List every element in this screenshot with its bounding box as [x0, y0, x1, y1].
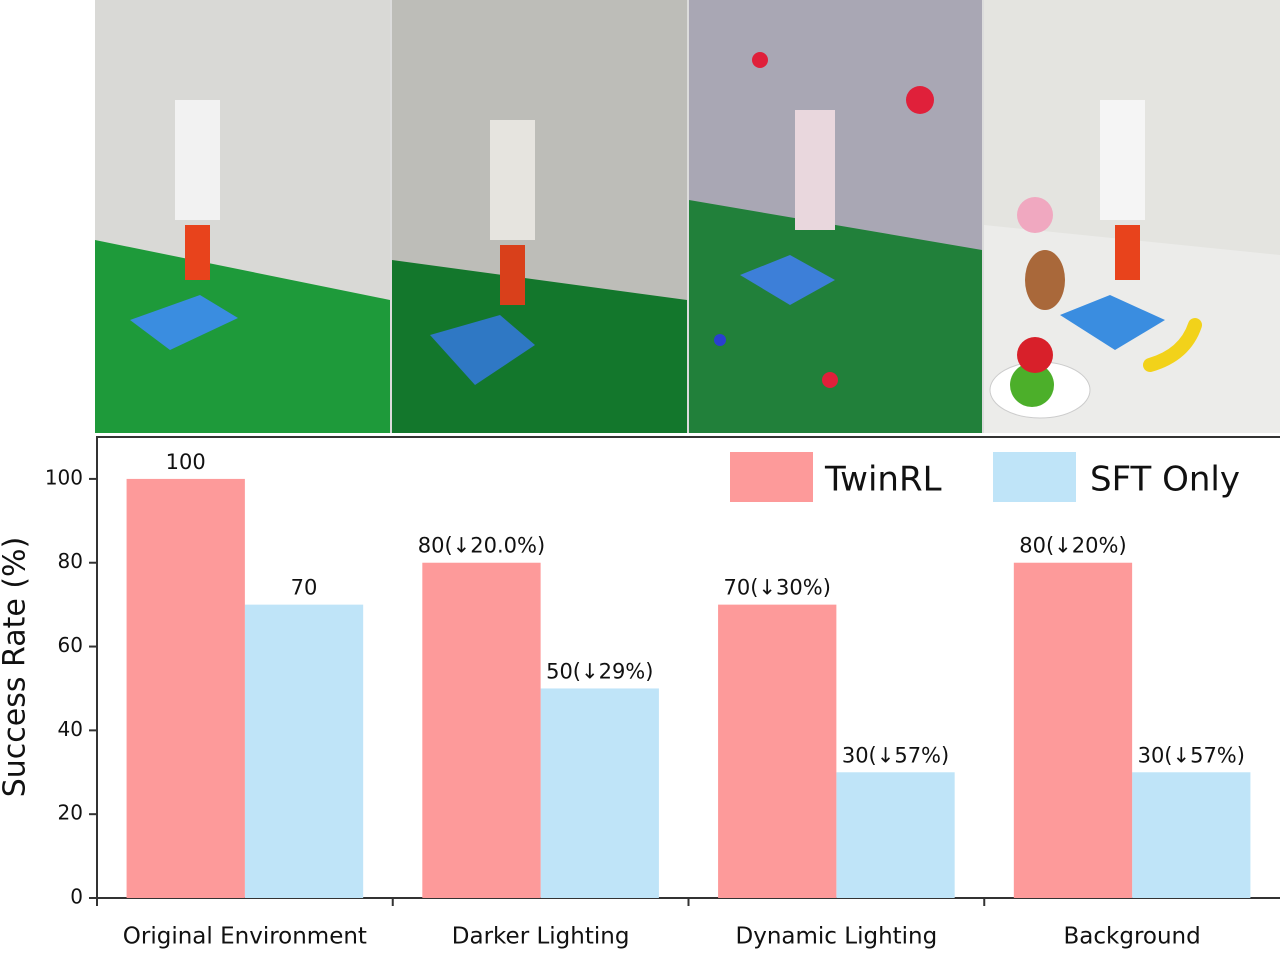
value-label: 70 — [291, 576, 318, 600]
x-tick-label: Darker Lighting — [452, 924, 630, 950]
value-label: 70(↓30%) — [724, 576, 831, 600]
bar — [540, 688, 659, 898]
photo-original — [95, 0, 390, 433]
legend-swatch — [993, 452, 1076, 502]
value-label: 30(↓57%) — [1138, 743, 1245, 767]
y-tick-label: 80 — [58, 549, 83, 573]
bar — [422, 562, 541, 898]
y-tick-label: 60 — [58, 633, 83, 657]
bar — [126, 478, 245, 898]
bar — [836, 772, 955, 898]
chart: 100 80 60 40 20 0 30(↓57%) 80(↓20%) Background 30… — [0, 436, 1280, 950]
x-tick-label: Original Environment — [123, 924, 367, 950]
legend-swatch — [730, 452, 813, 502]
bar — [1132, 772, 1251, 898]
value-label: 30(↓57%) — [842, 743, 949, 767]
y-tick-label: 20 — [58, 801, 83, 825]
y-tick-label: 40 — [58, 717, 83, 741]
bar — [244, 604, 364, 898]
photo-background-scene — [984, 0, 1280, 433]
photo-strip — [95, 0, 1280, 433]
x-tick-label: Background — [1064, 924, 1201, 950]
value-label: 80(↓20.0%) — [418, 534, 545, 558]
y-tick-label: 100 — [45, 465, 83, 489]
legend-label: SFT Only — [1090, 460, 1240, 500]
x-tick-label: Dynamic Lighting — [736, 924, 938, 950]
photo-darker — [392, 0, 687, 433]
bar — [1013, 562, 1133, 898]
value-label: 50(↓29%) — [546, 659, 653, 683]
value-label: 80(↓20%) — [1019, 534, 1126, 558]
value-label: 100 — [166, 450, 206, 474]
photo-dynamic — [689, 0, 982, 433]
y-axis-title: Success Rate (%) — [0, 537, 33, 798]
y-tick-label: 0 — [70, 885, 83, 909]
legend-label: TwinRL — [824, 460, 942, 500]
bar — [718, 604, 837, 898]
